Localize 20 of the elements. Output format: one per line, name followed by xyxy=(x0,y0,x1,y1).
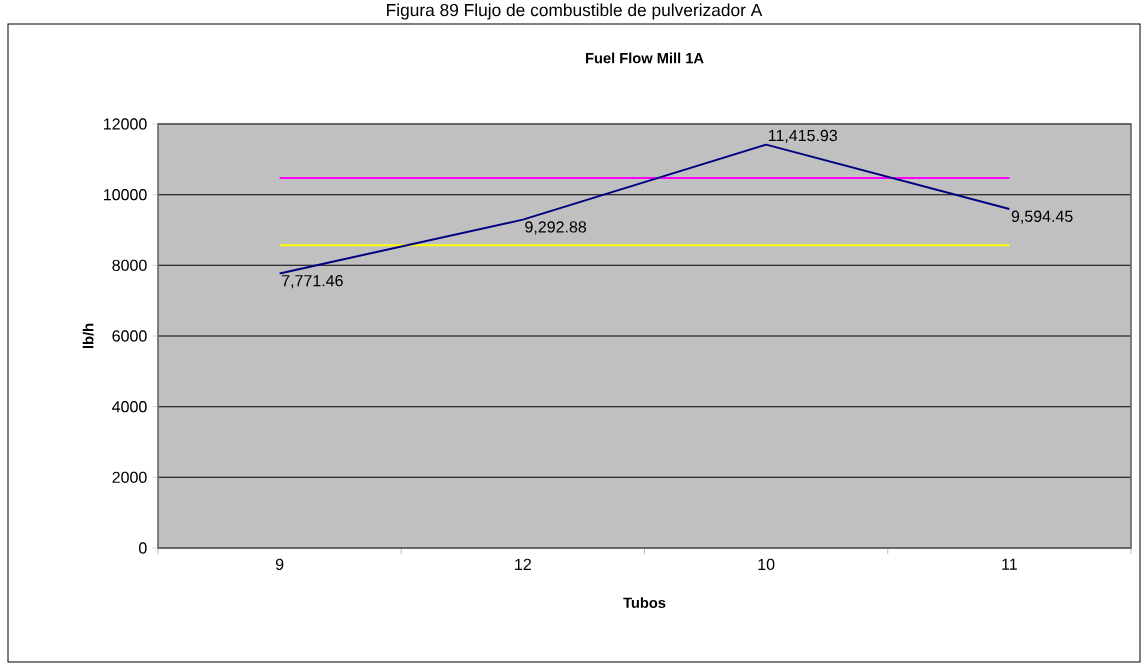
x-tick-label: 11 xyxy=(1002,558,1017,570)
data-label: 9,292.88 xyxy=(525,221,587,235)
text: Figura 89 Flujo de combustible de pulverizador A xyxy=(387,3,763,20)
y-axis-title: lb/h xyxy=(82,323,94,349)
x-axis-title: Tubos xyxy=(623,597,666,608)
chart-title: Fuel Flow Mill 1A xyxy=(586,52,704,64)
y-tick-label: 4000 xyxy=(112,401,147,413)
y-tick-label: 12000 xyxy=(104,118,147,130)
x-tick-label: 9 xyxy=(275,558,284,571)
data-label: 11,415.93 xyxy=(768,129,838,144)
y-tick-label: 2000 xyxy=(112,471,147,483)
data-label: 9,594.45 xyxy=(1011,210,1073,224)
y-tick-label: 0 xyxy=(139,542,147,554)
data-label: 7,771.46 xyxy=(282,275,343,289)
x-tick-label: 10 xyxy=(758,558,775,571)
y-tick-label: 10000 xyxy=(104,189,147,201)
y-tick-label: 6000 xyxy=(112,330,147,342)
line-series xyxy=(278,143,1011,275)
x-tick-label: 12 xyxy=(515,558,531,570)
y-tick-label: 8000 xyxy=(112,259,147,271)
